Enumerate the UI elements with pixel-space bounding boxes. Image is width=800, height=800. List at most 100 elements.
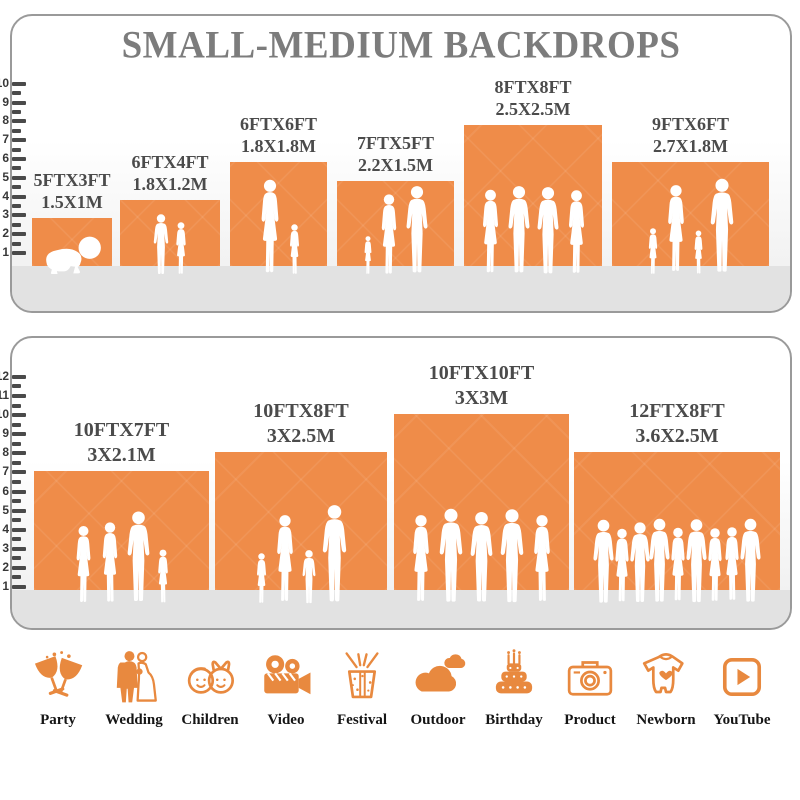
category-label: Wedding	[105, 712, 163, 728]
ruler-number: 5	[2, 502, 9, 517]
ruler-number: 11	[0, 388, 9, 402]
category-label: Festival	[337, 712, 387, 728]
ruler-tick	[12, 138, 26, 143]
silhouette-group	[612, 176, 769, 274]
ruler-tick-minor	[12, 166, 21, 171]
category-children: Children	[174, 648, 246, 729]
ruler-tick	[12, 232, 26, 237]
woman-silhouette	[413, 515, 429, 601]
ruler-number: 7	[2, 464, 9, 479]
ruler-tick	[12, 508, 26, 513]
ruler-tick	[12, 119, 26, 124]
ruler-tick	[12, 175, 26, 180]
man-silhouette	[439, 508, 463, 602]
woman-silhouette	[534, 515, 550, 601]
ruler-number: 1	[2, 579, 9, 593]
page-title: SMALL-MEDIUM BACKDROPS	[121, 23, 681, 68]
ruler-number: 2	[2, 559, 9, 574]
silhouette-group	[394, 506, 569, 604]
outdoor-cloud-icon	[415, 654, 466, 692]
man-silhouette	[630, 522, 650, 602]
child-silhouette	[364, 236, 371, 274]
woman-silhouette	[482, 189, 498, 273]
ruler-tick-minor	[12, 556, 21, 561]
silhouette-group	[464, 184, 602, 274]
man-silhouette	[406, 186, 427, 273]
bar-label: 10FTX7FT 3X2.1M	[73, 419, 170, 466]
child-silhouette	[694, 230, 702, 274]
woman-silhouette	[261, 179, 278, 273]
ruler-number: 4	[2, 521, 9, 536]
ruler-tick	[12, 527, 26, 532]
ruler-tick-minor	[12, 575, 21, 580]
festival-gift-icon	[345, 652, 379, 699]
bar-label: 8FTX8FT 2.5X2.5M	[494, 77, 572, 120]
ruler-tick	[12, 565, 26, 570]
child-silhouette	[175, 222, 186, 274]
ruler-tick-minor	[12, 110, 21, 114]
silhouette-group	[337, 184, 454, 274]
bar-label: 9FTX6FT 2.7X1.8M	[651, 114, 730, 157]
woman-silhouette	[102, 522, 118, 602]
child-silhouette	[158, 549, 168, 603]
ruler-number: 6	[2, 483, 9, 498]
ruler-number: 7	[2, 132, 9, 147]
child-silhouette	[648, 228, 657, 274]
woman-silhouette	[667, 185, 684, 271]
ruler-tick-minor	[12, 147, 21, 152]
silhouette-group	[215, 502, 387, 604]
youtube-play-icon	[722, 657, 762, 697]
category-festival: Festival	[326, 648, 398, 729]
category-label: YouTube	[713, 712, 771, 728]
child-silhouette	[289, 224, 299, 274]
category-product: Product	[554, 648, 626, 729]
ruler-tick	[12, 213, 26, 218]
ruler-number: 8	[2, 113, 9, 128]
wedding-couple-icon	[116, 651, 157, 703]
category-label: Children	[181, 712, 239, 728]
man-silhouette	[686, 519, 707, 603]
silhouette-group	[574, 516, 780, 604]
ruler-number: 10	[0, 75, 9, 90]
ruler-tick	[12, 432, 26, 437]
panel-small-medium: SMALL-MEDIUM BACKDROPS 1 2 3 4 5 6 7 8 9 10 5FTX3…	[0, 14, 792, 313]
category-youtube: YouTube	[706, 648, 778, 729]
ruler-tick	[12, 251, 26, 255]
man-silhouette	[322, 505, 346, 602]
man-silhouette	[508, 186, 529, 273]
ruler-tick-minor	[12, 537, 21, 542]
bar-label: 10FTX10FT 3X3M	[428, 362, 535, 409]
bar-label: 6FTX6FT 1.8X1.8M	[239, 114, 318, 157]
category-label: Newborn	[636, 712, 696, 728]
silhouette-group	[32, 232, 112, 274]
backdrop-bar-10x7: 10FTX7FT 3X2.1M	[34, 419, 209, 590]
video-camera-icon	[264, 655, 311, 695]
ruler-tick	[12, 81, 26, 86]
ruler-tick	[12, 374, 26, 379]
ruler-number: 1	[2, 245, 9, 259]
child-silhouette	[302, 550, 315, 604]
ruler-number: 4	[2, 188, 9, 203]
ruler-tick	[12, 489, 26, 494]
bar-label: 7FTX5FT 2.2X1.5M	[356, 133, 435, 176]
ruler-tick-minor	[12, 204, 21, 208]
ruler-tick	[12, 585, 26, 589]
ruler-tick-minor	[12, 479, 21, 484]
newborn-onesie-icon	[642, 652, 684, 694]
man-silhouette	[127, 511, 150, 601]
ruler-tick-minor	[12, 422, 21, 427]
silhouette-group	[120, 214, 220, 274]
ruler-tick-minor	[12, 518, 21, 523]
backdrop-bar-10x8: 10FTX8FT 3X2.5M	[215, 400, 387, 590]
ruler-tick	[12, 413, 26, 418]
man-silhouette	[500, 509, 524, 603]
ruler-number: 9	[2, 426, 9, 441]
ruler-number: 12	[0, 368, 9, 383]
category-label: Party	[40, 712, 76, 728]
ruler-tick	[12, 451, 26, 456]
category-row: Party Wedding Children	[0, 648, 800, 729]
ruler-tick-minor	[12, 128, 21, 133]
ruler-tick-minor	[12, 185, 21, 190]
